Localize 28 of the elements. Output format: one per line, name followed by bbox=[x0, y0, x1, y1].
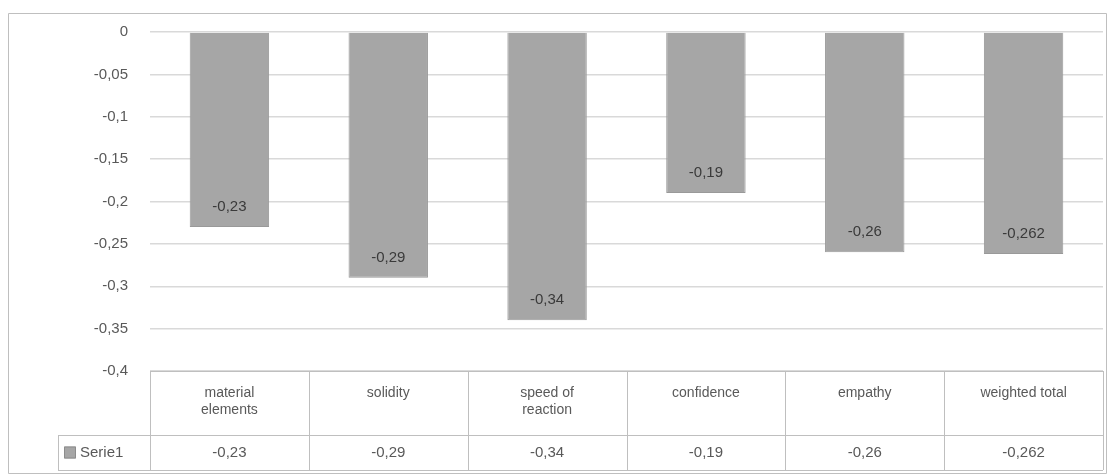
text: -0,26 bbox=[847, 222, 882, 240]
data-label: -0,19 bbox=[688, 442, 724, 460]
x-tick-label: empathy bbox=[837, 384, 892, 401]
x-tick-label: weighted total bbox=[979, 384, 1067, 401]
data-label: -0,23 bbox=[212, 442, 247, 460]
y-tick-label: -0,3 bbox=[102, 276, 128, 294]
data-label: -0,29 bbox=[371, 442, 406, 460]
text: -0,19 bbox=[688, 163, 724, 181]
data-label: -0,26 bbox=[847, 442, 882, 460]
y-tick-label: -0,25 bbox=[93, 234, 128, 252]
text: -0,34 bbox=[529, 290, 565, 308]
legend-label: Serie1 bbox=[80, 442, 124, 460]
y-tick-label: -0,4 bbox=[102, 361, 128, 379]
text: -0,262 bbox=[1002, 224, 1045, 242]
y-tick-label: -0,35 bbox=[93, 318, 128, 336]
x-tick-label: confidence bbox=[672, 384, 740, 401]
x-tick-label: speed of reaction bbox=[520, 384, 575, 418]
text: -0,29 bbox=[371, 247, 406, 265]
y-tick-label: -0,05 bbox=[93, 64, 128, 82]
x-tick-label: material elements bbox=[201, 384, 258, 418]
y-tick-label: -0,1 bbox=[102, 106, 128, 124]
y-tick-label: -0,2 bbox=[102, 191, 128, 209]
x-tick-label: solidity bbox=[366, 384, 410, 401]
data-label: -0,34 bbox=[529, 442, 565, 460]
y-tick-label: 0 bbox=[119, 22, 128, 40]
y-tick-label: -0,15 bbox=[93, 149, 128, 167]
text: -0,23 bbox=[212, 197, 247, 215]
data-label: -0,262 bbox=[1002, 442, 1045, 460]
